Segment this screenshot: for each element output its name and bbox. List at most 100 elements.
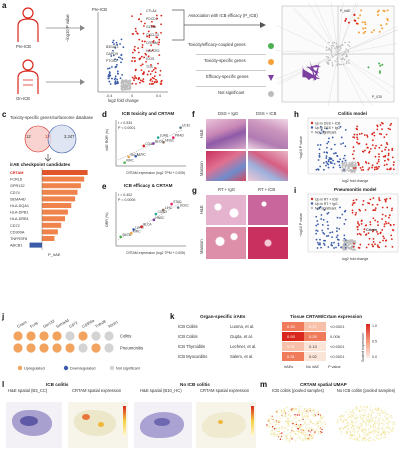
umap-cell <box>294 414 296 416</box>
point <box>156 17 159 20</box>
umap-cell <box>368 438 370 440</box>
umap-cell <box>296 425 298 427</box>
point <box>359 209 362 212</box>
point <box>119 57 122 59</box>
umap-cell <box>301 428 304 431</box>
umap-cell <box>310 431 312 433</box>
point <box>371 245 374 248</box>
point-label: BLCA <box>143 223 152 227</box>
cell-value: 0.21 <box>287 344 296 349</box>
point <box>356 136 358 139</box>
umap-cell <box>296 414 299 416</box>
point <box>377 224 379 226</box>
umap-cell <box>319 433 322 435</box>
point <box>322 130 325 133</box>
point <box>352 170 354 173</box>
umap-cell <box>297 405 300 408</box>
category-efficacy: Efficacy-specific genes <box>196 72 274 87</box>
umap-cell <box>296 424 299 426</box>
panel-f-row1: H&E <box>199 129 204 138</box>
point <box>325 55 328 58</box>
umap-cell <box>294 424 296 426</box>
cell-value: 0.13 <box>309 344 318 349</box>
status-dot <box>104 331 114 341</box>
umap-cell <box>357 436 359 439</box>
point <box>334 152 337 155</box>
point <box>350 240 353 243</box>
point-label: KIRC <box>126 159 134 163</box>
umap-cell <box>369 426 371 429</box>
umap-cell <box>391 417 393 419</box>
umap-cell <box>362 419 364 422</box>
point <box>352 202 355 205</box>
umap-cell <box>365 429 368 432</box>
umap-cell <box>272 418 274 421</box>
point <box>157 43 160 46</box>
panel-l: l ICB colitis No ICB colitis H&E spatial… <box>0 380 258 450</box>
umap-cell <box>343 419 345 421</box>
flow-arrows <box>46 25 85 85</box>
umap-cell <box>383 412 386 414</box>
point <box>114 58 116 61</box>
point <box>325 49 328 52</box>
heat-cell <box>304 342 326 351</box>
point <box>160 14 163 17</box>
point <box>140 69 143 72</box>
point <box>341 58 344 61</box>
volcano-a-svg: -0.4 0 0.4 B3GAT1 GAPDH PTGS2 CTLA4 PDCD1 GZMB CX… <box>97 9 168 98</box>
point <box>377 158 380 161</box>
gene-label: CRTAM <box>10 171 23 175</box>
point <box>114 83 117 85</box>
point <box>380 24 383 27</box>
umap-cell <box>297 434 300 436</box>
point-label: LUAD <box>135 225 144 229</box>
point <box>339 216 341 219</box>
point <box>356 125 359 128</box>
point <box>107 67 109 70</box>
umap-cell <box>298 414 300 416</box>
umap-cell <box>311 429 313 431</box>
umap-cell <box>365 424 368 426</box>
point <box>360 132 363 135</box>
umap-cell <box>394 422 396 424</box>
point <box>348 246 350 249</box>
umap-cell <box>287 418 289 420</box>
point <box>325 146 328 149</box>
umap-cell <box>354 421 356 423</box>
umap-cell <box>281 432 283 434</box>
point <box>390 122 393 125</box>
point <box>371 139 374 142</box>
point <box>131 56 134 59</box>
umap-cell <box>287 419 289 422</box>
row-ref: Gupta, et al. <box>230 334 253 339</box>
umap-cell <box>298 411 300 413</box>
point <box>340 47 342 49</box>
point <box>340 44 342 47</box>
point <box>327 224 329 227</box>
point <box>389 128 392 131</box>
point <box>330 51 333 54</box>
point <box>356 226 359 228</box>
status-dot <box>39 331 49 341</box>
ray <box>328 53 339 106</box>
point <box>128 82 130 84</box>
umap-cell <box>370 414 373 416</box>
umap-cell <box>278 416 281 418</box>
point <box>362 27 365 30</box>
umap-cell <box>349 423 352 425</box>
umap-cell <box>285 440 287 442</box>
heat-cell <box>282 352 304 361</box>
status-dot <box>65 331 75 341</box>
umap-cell <box>290 432 292 434</box>
umap-cell <box>273 433 275 436</box>
umap-cell <box>353 408 356 411</box>
point <box>371 230 374 233</box>
ray <box>337 25 398 55</box>
panel-l-title1: ICB colitis <box>46 382 69 387</box>
umap-cell <box>270 417 272 420</box>
umap-cell <box>363 421 365 423</box>
point <box>160 23 162 26</box>
point <box>336 234 339 237</box>
ray <box>337 2 357 55</box>
